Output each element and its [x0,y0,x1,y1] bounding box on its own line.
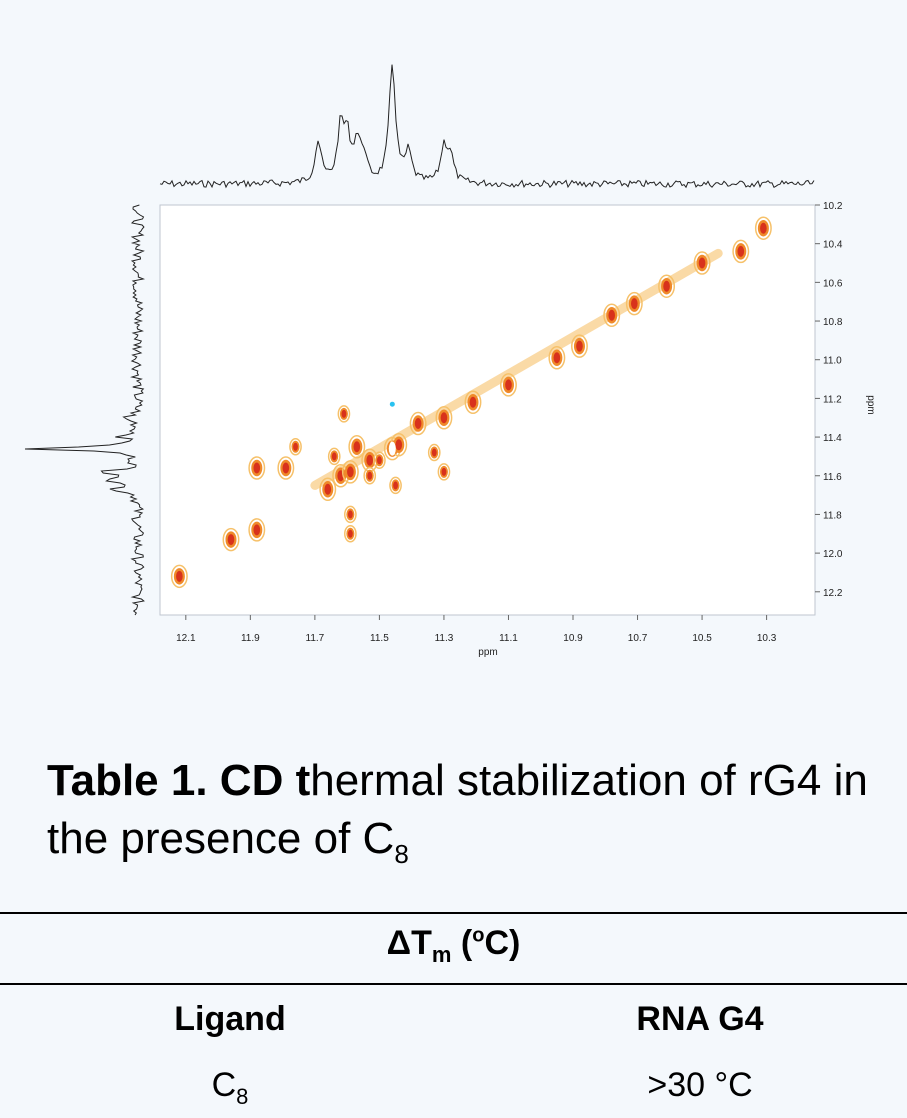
y-tick-label-6: 11.4 [823,433,842,444]
contour-peaks [170,216,772,589]
row1-ligand-cell: C8 [90,1066,370,1108]
diagonal-peak-4 [277,456,295,480]
diagonal-peak-1 [222,527,240,552]
diagonal-peak-11 [390,433,408,457]
row1-value-cell: >30 °C [647,1066,753,1104]
diagonal-peak-19 [625,291,643,316]
diagonal-peak-13 [435,405,453,430]
diagonal-ridge [310,248,723,490]
y-tick-label-9: 12.0 [823,549,843,560]
diagonal-peak-16 [548,346,566,370]
y-tick-label-1: 10.4 [823,240,843,251]
diagonal-peak-22 [732,239,750,264]
x-tick-label-1: 11.9 [241,633,260,644]
y-tick-label-4: 11.0 [823,356,842,367]
diagonal-peak-2 [248,518,266,542]
row1-ligand: C [211,1066,237,1104]
caption-label: Table 1. CD t [47,756,311,805]
x-axis: 12.1 11.9 11.7 11.5 11.3 11.1 10.9 10.7 10.5 10.3 [176,615,777,644]
cross-peak-0 [344,505,357,524]
diagonal-peak-0 [170,564,188,589]
caption-subscript: 8 [394,839,409,869]
cross-peak-4 [389,476,402,495]
y-tick-label-10: 12.2 [823,588,843,599]
cross-peak-3 [363,467,377,485]
x-axis-title: ppm [478,647,497,658]
y-tick-label-8: 11.8 [823,510,842,521]
cross-peak-6 [437,463,451,481]
cross-peak-7 [289,437,302,456]
caption-text: hermal stabilization of rG4 in the prese… [47,756,868,863]
diagonal-peak-17 [571,334,588,358]
y-tick-label-0: 10.2 [823,201,843,212]
diagonal-peak-15 [500,373,517,397]
diagonal-peak-14 [464,390,482,415]
diagonal-peak-20 [658,274,676,298]
diagonal-peak-9 [361,448,379,473]
diagonal-peak-8 [348,434,366,459]
unit-close: C) [484,924,521,962]
x-tick-label-2: 11.7 [306,633,325,644]
y-tick-label-3: 10.8 [823,317,843,328]
diagonal-peak-21 [693,251,711,275]
y-tick-label-7: 11.6 [823,472,842,483]
nmr-2d-spectrum-figure: 12.1 11.9 11.7 11.5 11.3 11.1 10.9 10.7 10.5 10.3… [24,64,876,658]
unit-open: ( [451,924,473,962]
x-tick-label-8: 10.5 [692,633,712,644]
delta-tm-symbol: ΔT [386,924,432,962]
x-tick-label-3: 11.5 [370,633,389,644]
diagonal-peak-3 [248,456,266,480]
reference-dot [389,401,395,407]
cross-peak-2 [327,447,341,466]
diagonal-peak-7 [341,460,359,484]
x-tick-label-6: 10.9 [563,633,583,644]
diagonal-peak-23 [754,216,772,240]
x-tick-label-0: 12.1 [176,633,196,644]
x-tick-label-7: 10.7 [628,633,648,644]
cross-peak-9 [373,451,386,470]
strongest-peak-core [388,441,396,456]
table-caption: Table 1. CD thermal stabilization of rG4… [47,752,887,868]
degree-mark: o [472,924,485,947]
table-top-rule [0,912,907,914]
diagonal-peak-5 [319,477,337,502]
col-header-ligand: Ligand [174,1000,286,1038]
row1-ligand-subscript: 8 [236,1084,249,1109]
cross-peak-1 [344,525,357,543]
diagonal-peak-12 [409,411,427,436]
cross-peak-8 [337,405,351,423]
y-tick-label-5: 11.2 [823,394,842,405]
x-tick-label-9: 10.3 [757,633,777,644]
cross-peak-5 [427,443,441,462]
y-tick-label-2: 10.6 [823,278,843,289]
x-tick-label-4: 11.3 [435,633,454,644]
diagonal-peak-18 [603,303,621,327]
table-mid-rule [0,983,907,985]
y-axis: 10.2 10.4 10.6 10.8 11.0 11.2 11.4 11.6 11.8 12.0… [815,201,843,599]
plot-frame [159,204,816,616]
col-header-rna-g4: RNA G4 [636,1000,764,1038]
x-tick-label-5: 11.1 [499,633,518,644]
top-1d-projection-trace [159,64,815,189]
y-axis-title: ppm [865,395,876,414]
delta-tm-subscript: m [431,942,452,967]
left-1d-projection-trace [24,204,146,616]
table-group-header: ΔTm (oC) [0,924,907,966]
